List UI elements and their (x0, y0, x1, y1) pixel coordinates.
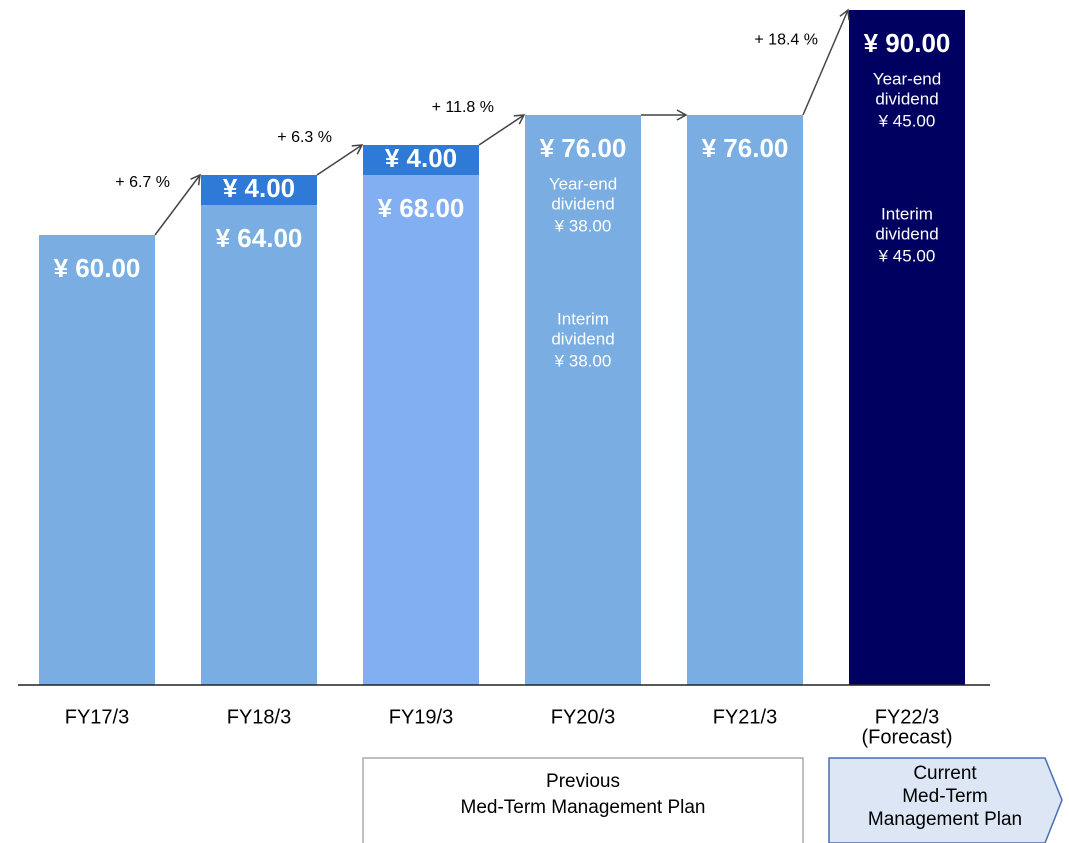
breakdown-value: ¥ 38.00 (554, 351, 612, 370)
value-label: ¥ 68.00 (378, 193, 465, 223)
x-tick-label: FY18/3 (227, 706, 291, 728)
breakdown-label: Year-end (873, 69, 941, 88)
growth-arrow (478, 114, 526, 146)
growth-label: + 6.7 % (115, 174, 170, 191)
growth-arrow (154, 173, 201, 236)
growth-arrow (802, 8, 850, 116)
plan-label: Med-Term (902, 786, 988, 807)
bar-segment (363, 175, 479, 685)
growth-label: + 18.4 % (754, 32, 818, 49)
previous-plan-box (362, 757, 804, 843)
x-tick-label: FY17/3 (65, 706, 129, 728)
breakdown-label: dividend (551, 194, 614, 213)
growth-label: + 11.8 % (432, 99, 494, 116)
bar-segment (525, 115, 641, 685)
breakdown-label: Interim (881, 204, 933, 223)
value-label: ¥ 76.00 (540, 133, 627, 163)
breakdown-value: ¥ 38.00 (554, 216, 612, 235)
current-plan-box (828, 757, 1063, 843)
plan-label: Previous (546, 771, 620, 792)
plan-label: Management Plan (868, 809, 1022, 830)
breakdown-label: Year-end (549, 174, 617, 193)
x-tick-label: FY20/3 (551, 706, 615, 728)
x-tick-label: FY19/3 (389, 706, 453, 728)
x-tick-label: FY21/3 (713, 706, 777, 728)
bar-segment (849, 10, 965, 685)
breakdown-label: dividend (551, 329, 614, 348)
breakdown-label: Interim (557, 309, 609, 328)
value-label: ¥ 4.00 (385, 143, 457, 173)
plan-label: Med-Term Management Plan (461, 797, 706, 818)
forecast-note: (Forecast) (861, 726, 952, 748)
value-label: ¥ 4.00 (223, 173, 295, 203)
breakdown-label: dividend (875, 224, 938, 243)
growth-label: + 6.3 % (277, 129, 332, 146)
breakdown-label: dividend (875, 89, 938, 108)
growth-arrow (316, 144, 364, 176)
plan-label: Current (913, 763, 977, 784)
value-label: ¥ 60.00 (54, 253, 141, 283)
bar-segment (363, 145, 479, 175)
breakdown-value: ¥ 45.00 (878, 111, 936, 130)
bar-segment (687, 115, 803, 685)
bar-segment (201, 205, 317, 685)
bar-segment (201, 175, 317, 205)
x-tick-label: FY22/3 (875, 706, 939, 728)
value-label: ¥ 76.00 (702, 133, 789, 163)
value-label: ¥ 90.00 (864, 28, 951, 58)
bar-segment (39, 235, 155, 685)
breakdown-value: ¥ 45.00 (878, 246, 936, 265)
value-label: ¥ 64.00 (216, 223, 303, 253)
